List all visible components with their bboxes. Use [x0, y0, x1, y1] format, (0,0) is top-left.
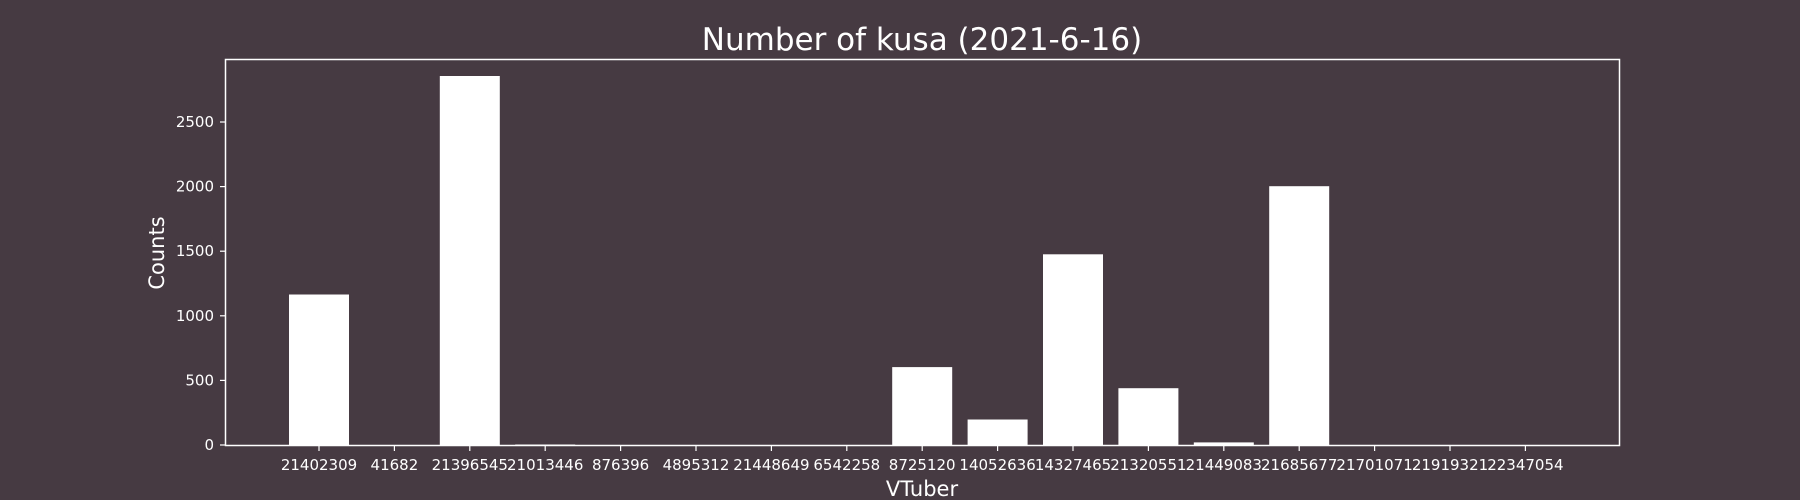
x-tick-label: 22347054 — [1487, 456, 1563, 474]
x-tick-label: 8725120 — [889, 456, 956, 474]
chart-title: Number of kusa (2021-6-16) — [702, 22, 1142, 58]
y-axis-label: Counts — [145, 216, 169, 289]
plot-frame — [224, 58, 1621, 447]
x-tick-label: 14327465 — [1035, 456, 1111, 474]
x-tick-label: 21448649 — [733, 456, 809, 474]
x-tick-label: 6542258 — [813, 456, 880, 474]
x-tick-label: 21320551 — [1110, 456, 1186, 474]
x-tick-label: 14052636 — [959, 456, 1035, 474]
bar-21449083 — [1193, 442, 1254, 445]
y-tick-label: 500 — [185, 371, 214, 389]
bars-layer — [289, 76, 1330, 445]
y-tick-label: 1000 — [176, 307, 214, 325]
x-tick-label: 21919321 — [1412, 456, 1488, 474]
x-tick-label: 21685677 — [1261, 456, 1337, 474]
bar-21402309 — [289, 294, 349, 445]
bar-21320551 — [1118, 388, 1179, 445]
x-tick-label: 21396545 — [432, 456, 508, 474]
x-axis-label: VTuber — [886, 477, 959, 500]
y-axis-ticks: 0 500 1000 1500 2000 2500 — [176, 113, 226, 454]
bar-14327465 — [1043, 254, 1103, 445]
bar-21685677 — [1269, 186, 1330, 445]
x-axis-ticks: 21402309 41682 21396545 21013446 876396 48953… — [281, 445, 1564, 474]
y-tick-label: 1500 — [176, 242, 214, 260]
x-tick-label: 21013446 — [507, 456, 583, 474]
y-tick-label: 0 — [204, 436, 214, 454]
x-tick-label: 21449083 — [1186, 456, 1262, 474]
y-tick-label: 2500 — [176, 113, 214, 131]
x-tick-label: 4895312 — [663, 456, 730, 474]
x-tick-label: 876396 — [592, 456, 649, 474]
x-tick-label: 21402309 — [281, 456, 357, 474]
x-tick-label: 41682 — [371, 456, 419, 474]
bar-8725120 — [892, 367, 953, 445]
bar-21396545 — [439, 76, 500, 445]
bar-14052636 — [967, 419, 1028, 445]
x-tick-label: 21701071 — [1336, 456, 1412, 474]
y-tick-label: 2000 — [176, 178, 214, 196]
